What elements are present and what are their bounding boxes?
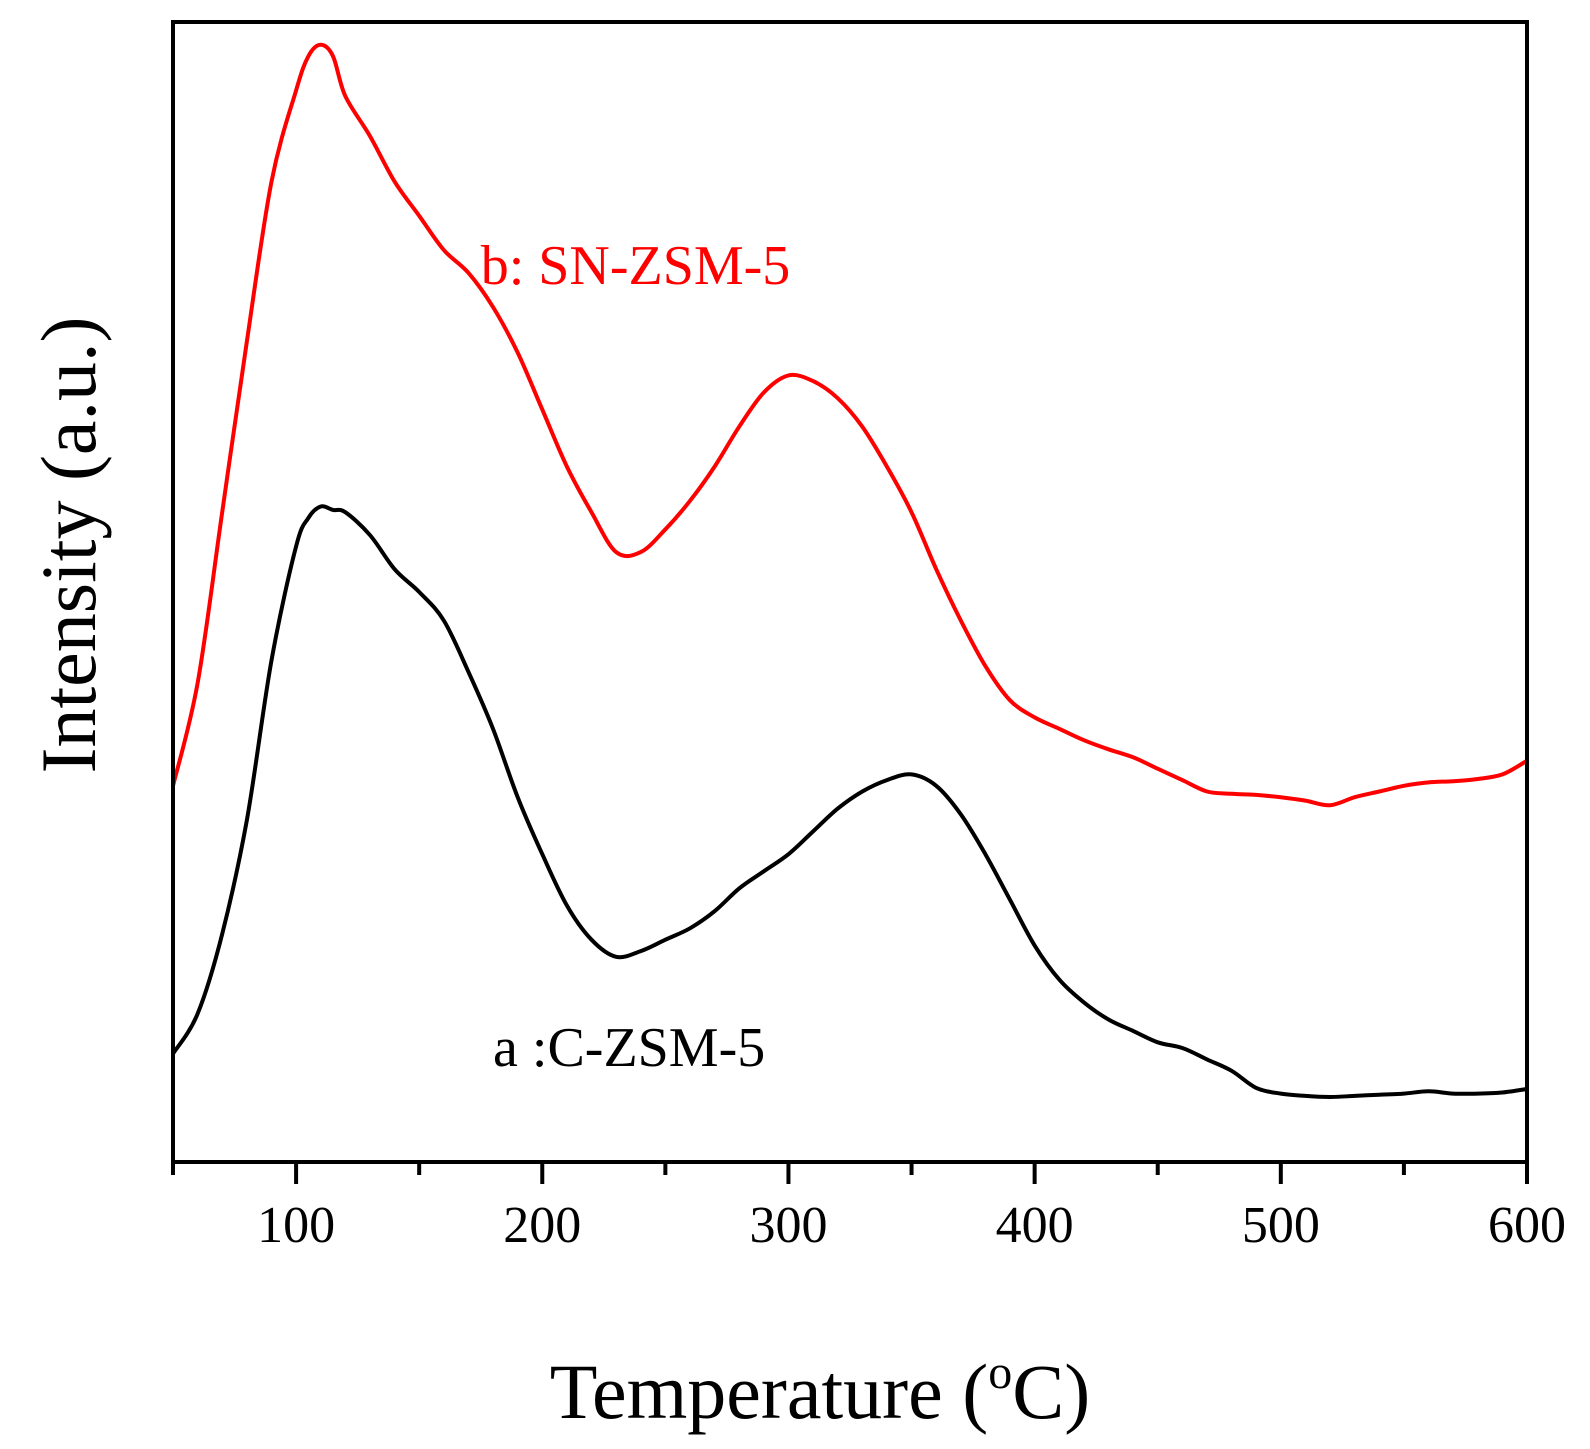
series-label-c-zsm-5: a :C-ZSM-5 xyxy=(493,1017,765,1079)
series-labels: a :C-ZSM-5 b: SN-ZSM-5 xyxy=(481,235,791,1079)
x-tick-label: 600 xyxy=(1488,1197,1566,1254)
series-label-sn-zsm-5: b: SN-ZSM-5 xyxy=(481,235,791,297)
series-line-sn-zsm-5 xyxy=(171,42,1529,808)
x-tick-label: 100 xyxy=(257,1197,335,1254)
x-tick-labels: 100 200 300 400 500 600 xyxy=(257,1197,1566,1254)
series-line-c-zsm-5 xyxy=(171,504,1528,1099)
x-tick-label: 400 xyxy=(996,1197,1074,1254)
y-axis-title: Intensity (a.u.) xyxy=(25,316,112,773)
x-ticks xyxy=(171,1162,1529,1184)
x-tick-label: 500 xyxy=(1242,1197,1320,1254)
x-tick-label: 200 xyxy=(503,1197,581,1254)
x-axis-title: Temperature (oC) xyxy=(550,1346,1090,1435)
plot-frame xyxy=(171,20,1529,1164)
series-layer xyxy=(171,42,1529,1099)
x-tick-label: 300 xyxy=(749,1197,827,1254)
